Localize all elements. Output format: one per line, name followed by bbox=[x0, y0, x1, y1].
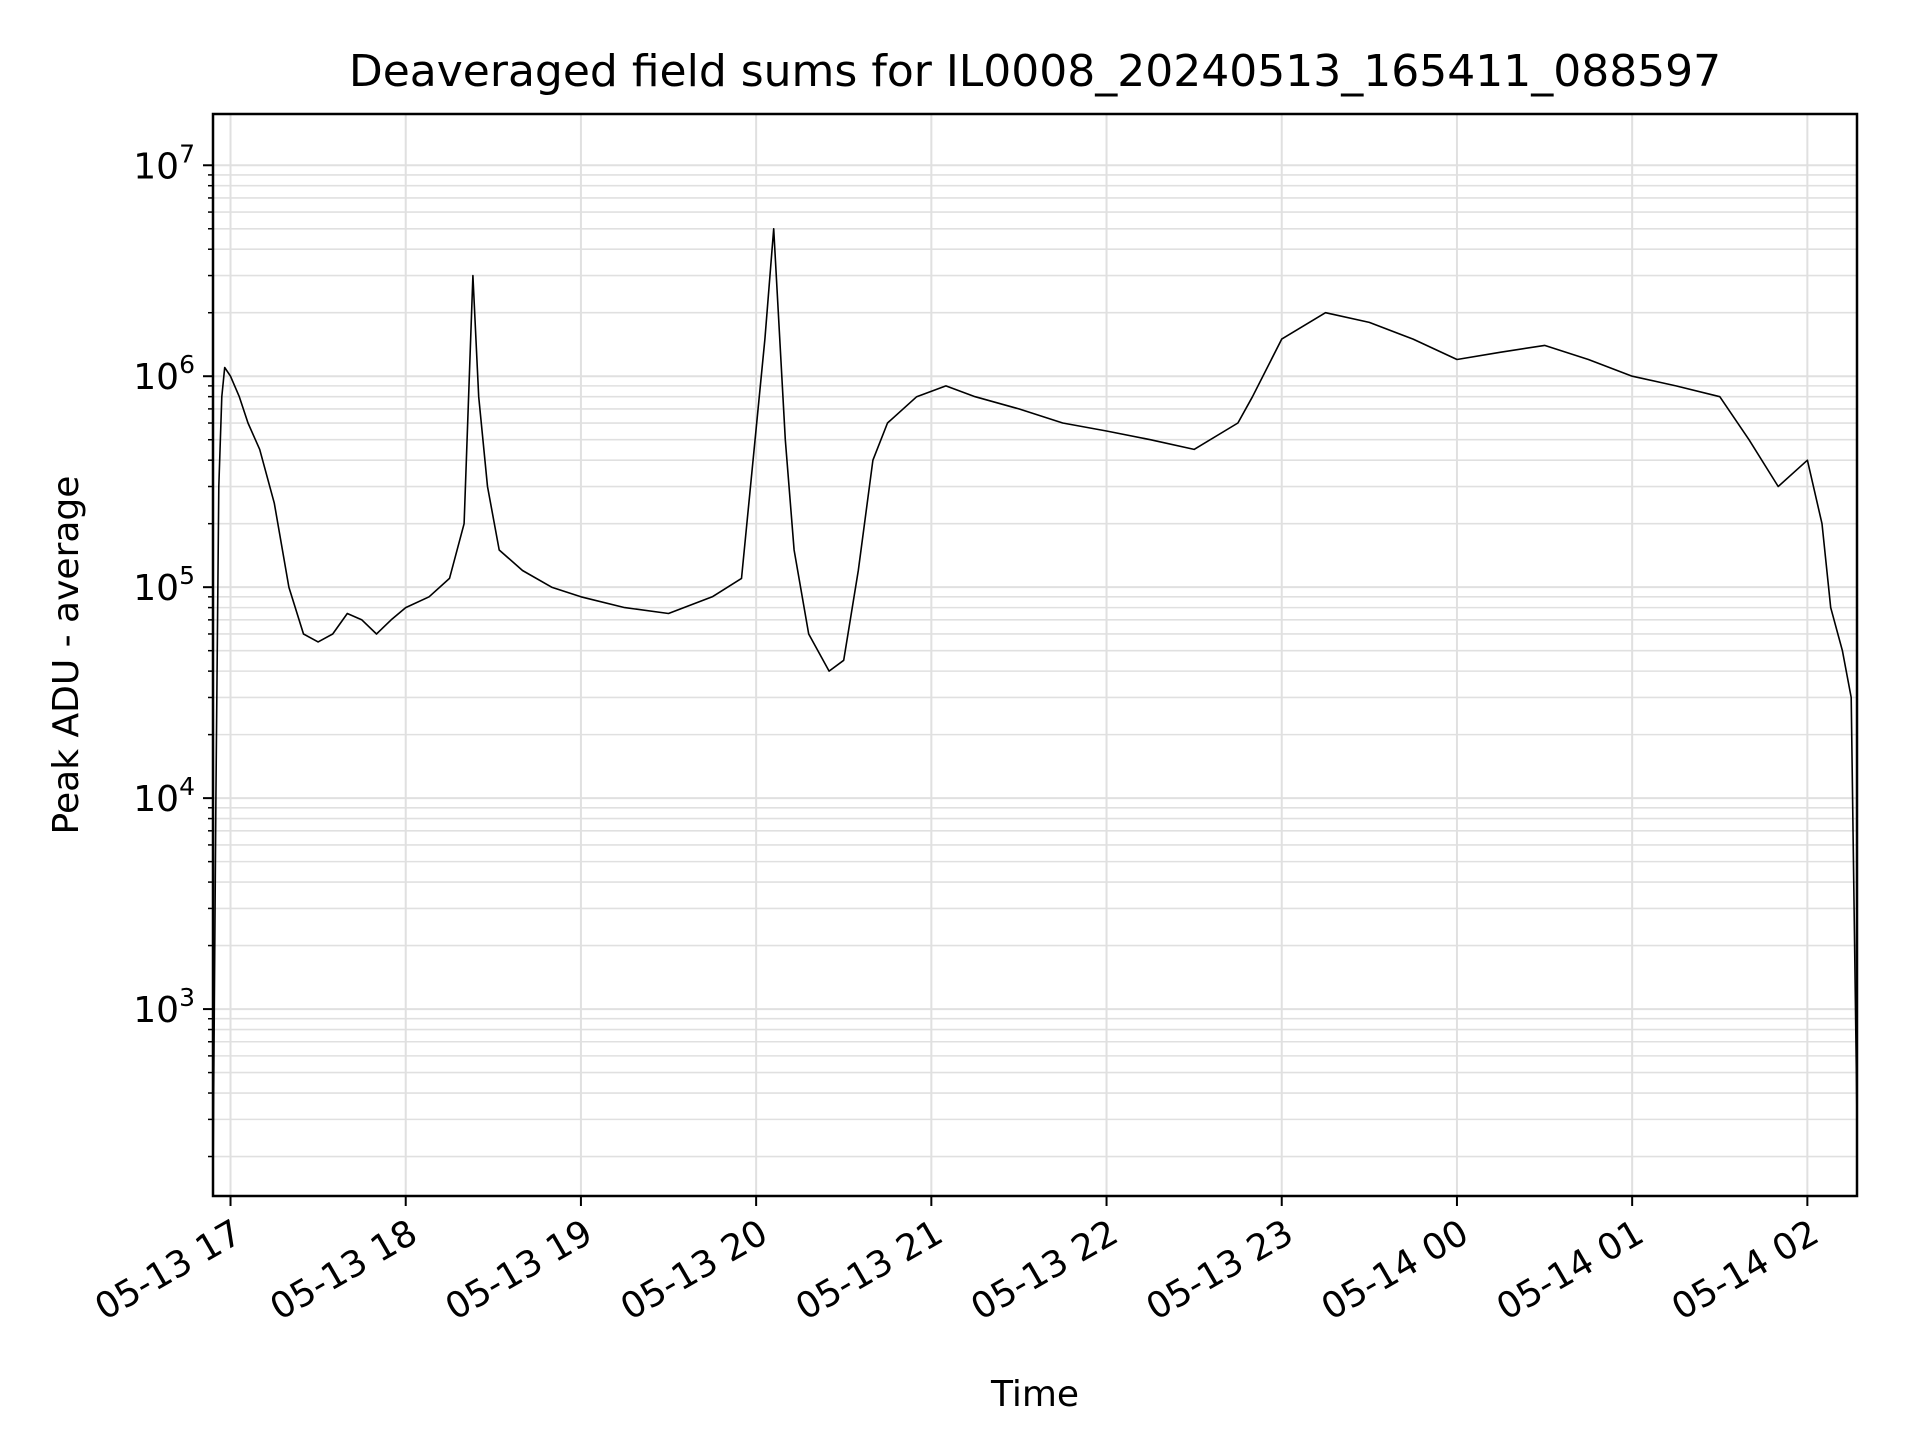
y-tick-label: 106 bbox=[133, 350, 195, 398]
y-tick-label: 104 bbox=[133, 772, 195, 820]
grid bbox=[213, 114, 1857, 1196]
x-axis-label: Time bbox=[990, 1374, 1079, 1415]
plot-frame bbox=[211, 112, 1859, 1198]
plot-area bbox=[212, 228, 1858, 1183]
y-tick-label: 105 bbox=[133, 561, 195, 609]
y-tick-label: 107 bbox=[133, 139, 195, 187]
y-axis-label: Peak ADU - average bbox=[46, 476, 87, 835]
y-tick-label: 103 bbox=[133, 983, 195, 1031]
series-line bbox=[212, 228, 1858, 1183]
chart-title: Deaveraged field sums for IL0008_2024051… bbox=[349, 46, 1721, 97]
